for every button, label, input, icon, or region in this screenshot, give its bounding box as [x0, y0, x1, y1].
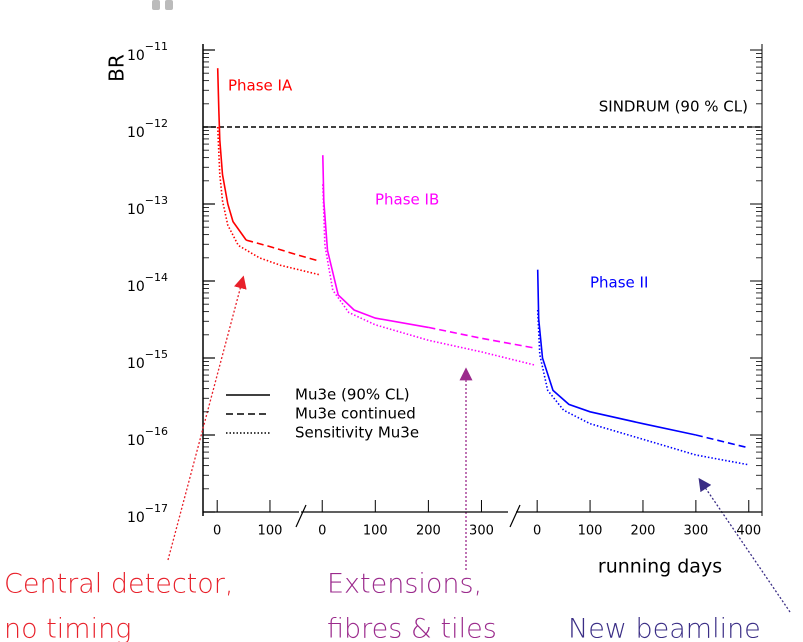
x-axis-label: running days	[598, 556, 722, 578]
phase-label: Phase IA	[228, 77, 293, 95]
annotation: New beamline	[568, 614, 761, 642]
y-tick-label: 10−12	[127, 117, 168, 141]
x-tick-label: 100	[363, 524, 388, 539]
x-tick-label: 0	[213, 524, 221, 539]
y-tick-base: 10	[127, 125, 145, 141]
y-tick-exponent: −15	[145, 348, 168, 361]
annotation: Central detector,	[4, 569, 233, 600]
x-tick-label: 200	[631, 524, 656, 539]
curve	[536, 309, 749, 466]
y-tick-base: 10	[127, 202, 145, 218]
y-tick-label: 10−13	[127, 194, 168, 218]
x-tick-label: 400	[736, 524, 761, 539]
x-tick-label: 300	[469, 524, 494, 539]
legend-label: Mu3e (90% CL)	[295, 386, 410, 404]
legend-label: Mu3e continued	[295, 405, 416, 423]
y-tick-base: 10	[127, 356, 145, 372]
phase-label: Phase IB	[375, 191, 439, 209]
curve	[216, 68, 247, 241]
y-tick-label: 10−17	[127, 502, 168, 526]
y-tick-exponent: −13	[145, 194, 168, 207]
curve	[536, 269, 697, 436]
y-tick-label: 10−16	[127, 425, 168, 449]
y-tick-exponent: −11	[145, 40, 168, 53]
curve	[216, 126, 321, 276]
y-tick-label: 10−14	[127, 271, 168, 295]
arrows	[167, 275, 791, 613]
y-tick-exponent: −17	[145, 502, 168, 515]
annotation: Extensions,	[327, 569, 482, 600]
y-tick-exponent: −12	[145, 117, 168, 130]
y-tick-base: 10	[127, 433, 145, 449]
curve	[245, 239, 321, 263]
legend-label: Sensitivity Mu3e	[295, 424, 419, 442]
phase-label: Phase II	[590, 274, 648, 292]
y-tick-exponent: −14	[145, 271, 168, 284]
curve	[322, 155, 429, 329]
icon	[152, 0, 173, 10]
curve	[322, 184, 535, 366]
x-tick-label: 0	[533, 524, 541, 539]
x-tick-label: 0	[318, 524, 326, 539]
y-tick-label: 10−15	[127, 348, 168, 372]
x-tick-label: 100	[578, 524, 603, 539]
x-tick-label: 300	[683, 524, 708, 539]
reference-label: SINDRUM (90 % CL)	[599, 98, 748, 116]
y-tick-exponent: −16	[145, 425, 168, 438]
axis-breaks	[295, 504, 521, 528]
annotation: fibres & tiles	[327, 614, 497, 642]
curve	[428, 326, 535, 349]
x-tick-label: 100	[258, 524, 283, 539]
y-tick-base: 10	[127, 279, 145, 295]
annotation: no timing	[4, 614, 131, 642]
x-tick-label: 200	[416, 524, 441, 539]
y-axis-label: BR	[105, 54, 129, 82]
curve	[695, 434, 749, 449]
y-tick-base: 10	[127, 510, 145, 526]
y-tick-label: 10−11	[127, 40, 168, 64]
y-tick-base: 10	[127, 48, 145, 64]
